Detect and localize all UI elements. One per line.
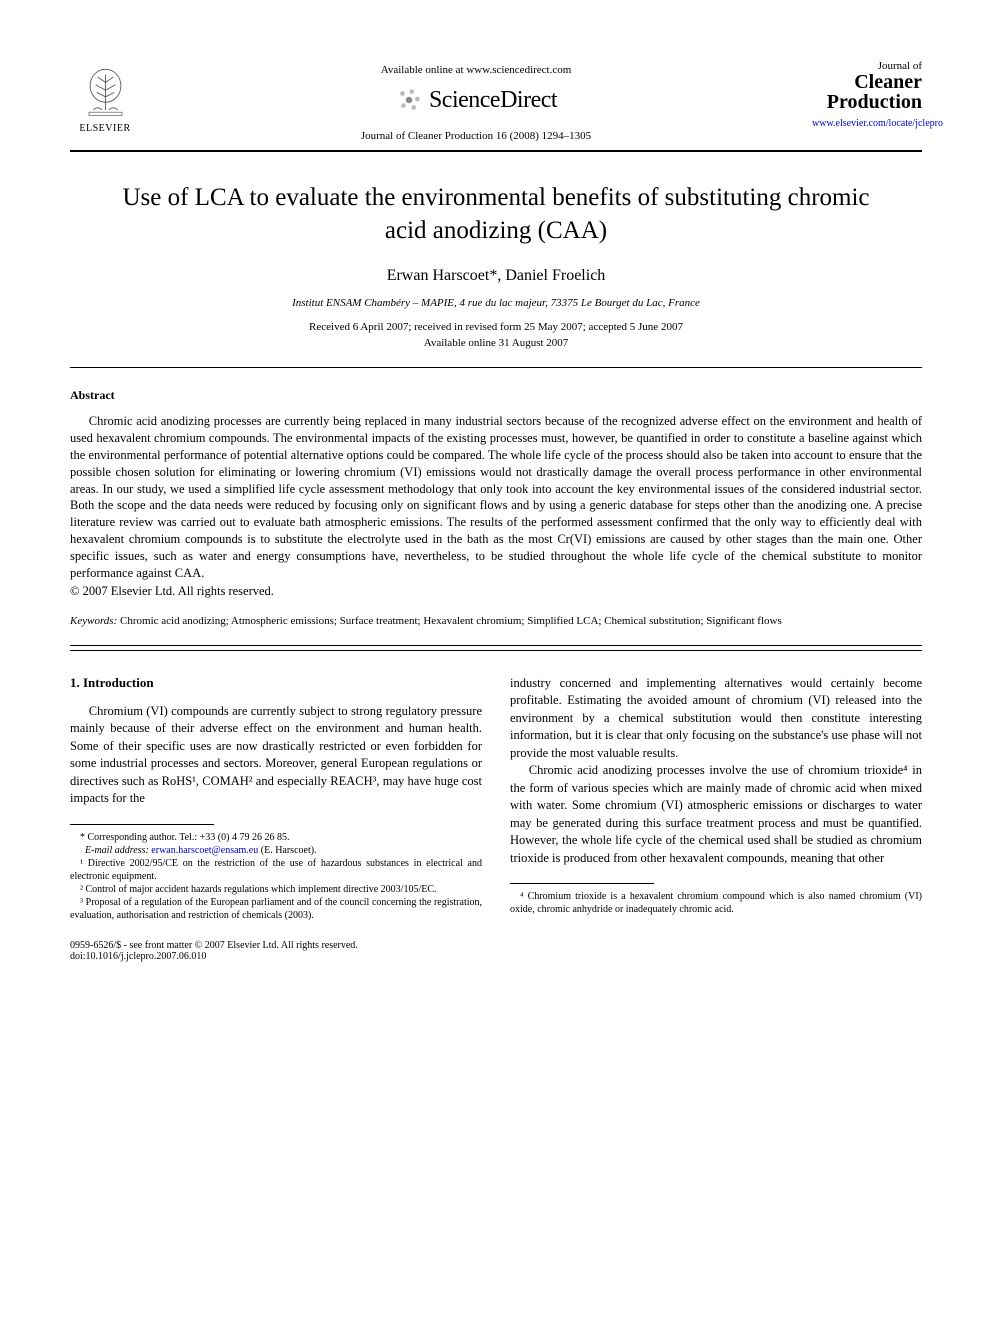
intro-para-right-2: Chromic acid anodizing processes involve… (510, 762, 922, 867)
corresponding-asterisk: * (489, 267, 497, 284)
journal-logo-block: Journal of Cleaner Production www.elsevi… (812, 60, 922, 129)
email-label: E-mail address: (85, 845, 149, 856)
abstract-heading: Abstract (70, 388, 922, 403)
abstract-copyright: © 2007 Elsevier Ltd. All rights reserved… (70, 584, 922, 599)
journal-name-line2: Cleaner (812, 72, 922, 92)
footnote-3: ³ Proposal of a regulation of the Europe… (70, 896, 482, 922)
footer-left: 0959-6526/$ - see front matter © 2007 El… (70, 940, 358, 962)
footnote-4: ⁴ Chromium trioxide is a hexavalent chro… (510, 890, 922, 916)
affiliation: Institut ENSAM Chambéry – MAPIE, 4 rue d… (70, 297, 922, 309)
sciencedirect-logo: ScienceDirect (395, 86, 557, 114)
sciencedirect-wordmark: ScienceDirect (429, 87, 557, 114)
article-dates-line2: Available online 31 August 2007 (70, 337, 922, 349)
rule-below-keywords (70, 645, 922, 646)
left-column: 1. Introduction Chromium (VI) compounds … (70, 675, 482, 922)
author-email-link[interactable]: erwan.harscoet@ensam.eu (151, 845, 258, 856)
article-title: Use of LCA to evaluate the environmental… (110, 182, 882, 247)
header-rule (70, 150, 922, 152)
doi-line: doi:10.1016/j.jclepro.2007.06.010 (70, 951, 358, 962)
body-columns: 1. Introduction Chromium (VI) compounds … (70, 675, 922, 922)
intro-para-right-1: industry concerned and implementing alte… (510, 675, 922, 763)
email-suffix: (E. Harscoet). (261, 845, 317, 856)
footnote-rule-right (510, 883, 654, 884)
elsevier-tree-icon (78, 66, 133, 121)
page-header: ELSEVIER Available online at www.science… (70, 60, 922, 142)
page-footer: 0959-6526/$ - see front matter © 2007 El… (70, 940, 922, 962)
elsevier-logo: ELSEVIER (70, 60, 140, 140)
abstract-section: Abstract Chromic acid anodizing processe… (70, 388, 922, 599)
issn-line: 0959-6526/$ - see front matter © 2007 El… (70, 940, 358, 951)
author-1: Erwan Harscoet (387, 267, 490, 284)
publisher-name: ELSEVIER (79, 123, 130, 134)
keywords-list: Chromic acid anodizing; Atmospheric emis… (120, 615, 782, 627)
article-dates-line1: Received 6 April 2007; received in revis… (70, 321, 922, 333)
available-online-text: Available online at www.sciencedirect.co… (140, 64, 812, 76)
corresponding-author-note: * Corresponding author. Tel.: +33 (0) 4 … (70, 831, 482, 844)
intro-para-left: Chromium (VI) compounds are currently su… (70, 703, 482, 808)
intro-heading: 1. Introduction (70, 675, 482, 691)
right-column: industry concerned and implementing alte… (510, 675, 922, 922)
journal-name-line3: Production (812, 92, 922, 112)
author-2: Daniel Froelich (505, 267, 605, 284)
sciencedirect-icon (395, 86, 423, 114)
abstract-body: Chromic acid anodizing processes are cur… (70, 413, 922, 582)
keywords-block: Keywords: Chromic acid anodizing; Atmosp… (70, 615, 922, 627)
rule-above-abstract (70, 367, 922, 368)
footnote-2: ² Control of major accident hazards regu… (70, 883, 482, 896)
author-list: Erwan Harscoet*, Daniel Froelich (70, 267, 922, 285)
footnote-1: ¹ Directive 2002/95/CE on the restrictio… (70, 857, 482, 883)
header-center: Available online at www.sciencedirect.co… (140, 60, 812, 142)
footnote-rule-left (70, 824, 214, 825)
email-footnote: E-mail address: erwan.harscoet@ensam.eu … (70, 844, 482, 857)
journal-homepage-link[interactable]: www.elsevier.com/locate/jclepro (812, 118, 922, 129)
keywords-label: Keywords: (70, 615, 117, 627)
rule-below-keywords-2 (70, 650, 922, 651)
citation-line: Journal of Cleaner Production 16 (2008) … (140, 130, 812, 142)
